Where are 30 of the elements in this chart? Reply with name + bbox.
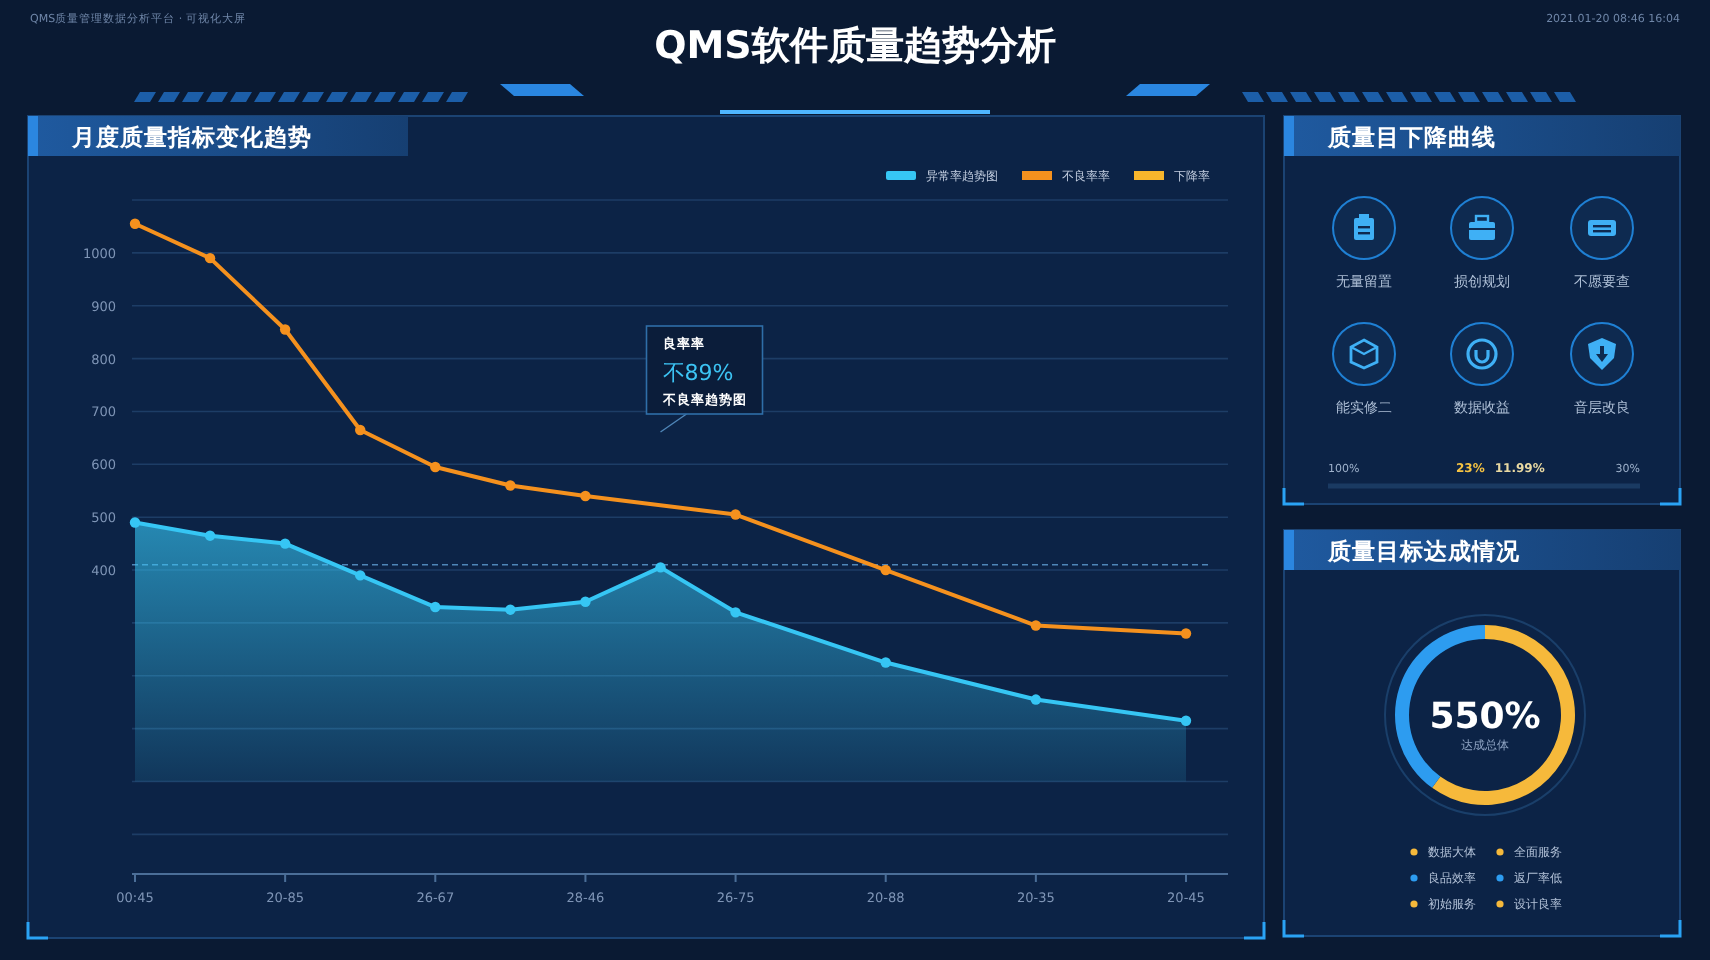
point [355, 424, 366, 436]
point [204, 252, 216, 264]
text: 质量目下降曲线 [1326, 123, 1496, 151]
point [1030, 694, 1042, 705]
point [204, 530, 216, 541]
chart-title: 质量目标达成情况 [1326, 537, 1522, 565]
point [580, 490, 591, 502]
point [730, 607, 741, 618]
point [1180, 715, 1192, 726]
text: 550% [1429, 696, 1541, 738]
point [430, 601, 441, 613]
donut-slice [1432, 625, 1575, 805]
annotation: 不89% [662, 360, 734, 386]
point [279, 324, 291, 335]
point [655, 562, 666, 573]
chart-title: 月度质量指标变化趋势 [70, 123, 312, 151]
point [730, 509, 741, 520]
text: QMS软件质量趋势分析 [654, 24, 1056, 68]
point [129, 517, 141, 528]
point [430, 461, 441, 473]
point [505, 480, 516, 491]
point [880, 564, 891, 576]
point [279, 538, 291, 549]
point [880, 657, 891, 668]
point [580, 596, 591, 607]
point [129, 218, 141, 229]
point [355, 570, 366, 581]
point [505, 604, 516, 615]
point [1180, 628, 1192, 639]
point [1030, 620, 1042, 631]
